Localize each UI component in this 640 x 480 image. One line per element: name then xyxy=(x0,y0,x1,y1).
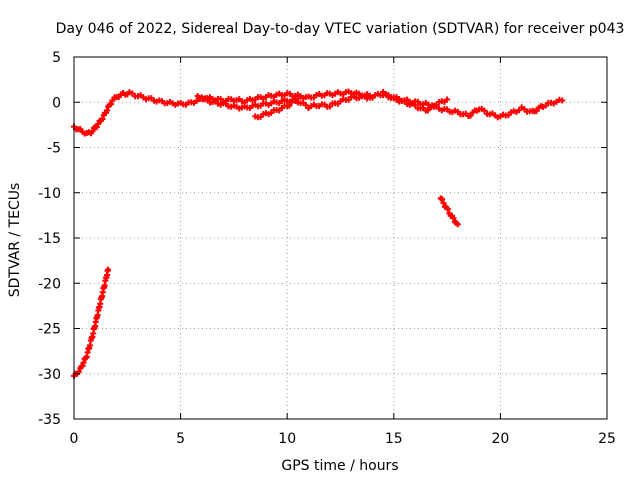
y-tick-label: 0 xyxy=(52,95,61,111)
y-tick-label: -20 xyxy=(38,276,61,292)
y-tick-label: -10 xyxy=(38,186,61,202)
x-tick-label: 20 xyxy=(491,431,509,447)
data-point-s0-24 xyxy=(109,97,116,104)
data-point-s0-9 xyxy=(89,128,96,135)
data-point-s0-16 xyxy=(99,116,106,123)
data-point-s0-166 xyxy=(481,107,488,114)
data-point-s0-20 xyxy=(104,107,111,114)
data-point-s4-7 xyxy=(80,359,87,366)
axis-ticks: 0 5 10 15 20 25 5 0 -5 -10 -15 -20 -25 -30 -35 xyxy=(38,50,616,447)
data-point-s3-25 xyxy=(444,96,451,103)
data-point-s4-6 xyxy=(79,362,86,369)
x-tick-label: 25 xyxy=(598,431,616,447)
data-point-s0-57 xyxy=(193,98,200,105)
data-point-s3-1 xyxy=(382,91,389,98)
chart-title: Day 046 of 2022, Sidereal Day-to-day VTE… xyxy=(56,21,625,37)
y-axis-label: SDTVAR / TECUs xyxy=(7,183,23,298)
data-point-s5-9 xyxy=(450,215,457,222)
x-tick-label: 0 xyxy=(70,431,79,447)
x-tick-label: 10 xyxy=(278,431,296,447)
data-point-s5-12 xyxy=(454,221,461,228)
y-tick-label: 5 xyxy=(52,50,61,66)
data-point-s5-2 xyxy=(440,200,447,207)
data-point-s2-13 xyxy=(286,102,293,109)
data-point-s0-186 xyxy=(533,107,540,114)
y-tick-label: -35 xyxy=(38,412,61,428)
data-point-s4-42 xyxy=(105,266,112,273)
x-axis-label: GPS time / hours xyxy=(281,458,398,474)
y-tick-label: -25 xyxy=(38,322,61,338)
x-tick-label: 5 xyxy=(176,431,185,447)
data-point-s0-196 xyxy=(559,97,566,104)
y-tick-label: -15 xyxy=(38,231,61,247)
data-points xyxy=(71,88,566,379)
data-point-s3-21 xyxy=(433,102,440,109)
x-tick-label: 15 xyxy=(385,431,403,447)
data-point-s0-23 xyxy=(107,101,114,108)
data-point-s1-66 xyxy=(369,94,376,101)
data-point-s2-17 xyxy=(294,95,301,102)
data-point-s5-5 xyxy=(444,206,451,213)
y-tick-label: -30 xyxy=(38,367,61,383)
data-point-s5-1 xyxy=(439,196,446,203)
data-point-s0-160 xyxy=(467,112,474,119)
data-point-s0-12 xyxy=(93,124,100,131)
y-tick-label: -5 xyxy=(47,141,61,157)
